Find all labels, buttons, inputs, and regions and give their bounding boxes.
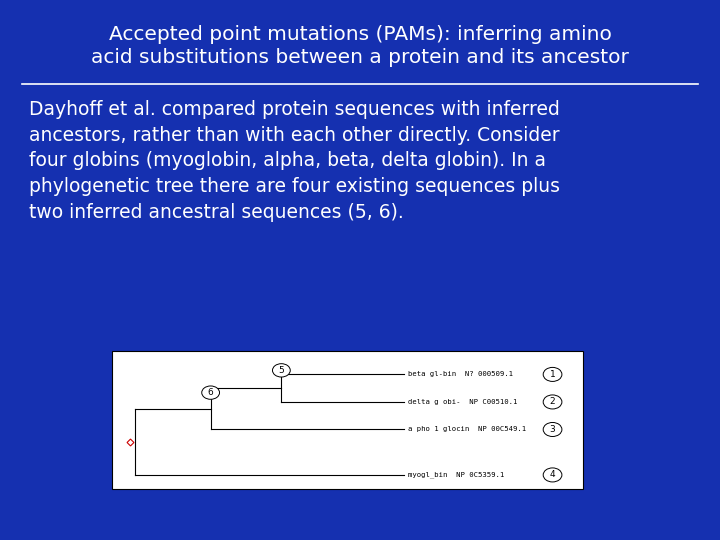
Text: 3: 3 — [549, 425, 555, 434]
Text: Accepted point mutations (PAMs): inferring amino
acid substitutions between a pr: Accepted point mutations (PAMs): inferri… — [91, 25, 629, 67]
Text: delta g obi-  NP C00510.1: delta g obi- NP C00510.1 — [408, 399, 517, 405]
Text: 6: 6 — [208, 388, 214, 397]
Text: 1: 1 — [549, 370, 555, 379]
Text: Dayhoff et al. compared protein sequences with inferred
ancestors, rather than w: Dayhoff et al. compared protein sequence… — [29, 100, 560, 222]
Text: myogl_bin  NP 0C5359.1: myogl_bin NP 0C5359.1 — [408, 471, 504, 478]
Text: 2: 2 — [550, 397, 555, 407]
Text: a pho 1 glocin  NP 00C549.1: a pho 1 glocin NP 00C549.1 — [408, 427, 526, 433]
Text: 4: 4 — [550, 470, 555, 480]
Text: beta gl-bin  N? 000509.1: beta gl-bin N? 000509.1 — [408, 372, 513, 377]
Text: 5: 5 — [279, 366, 284, 375]
